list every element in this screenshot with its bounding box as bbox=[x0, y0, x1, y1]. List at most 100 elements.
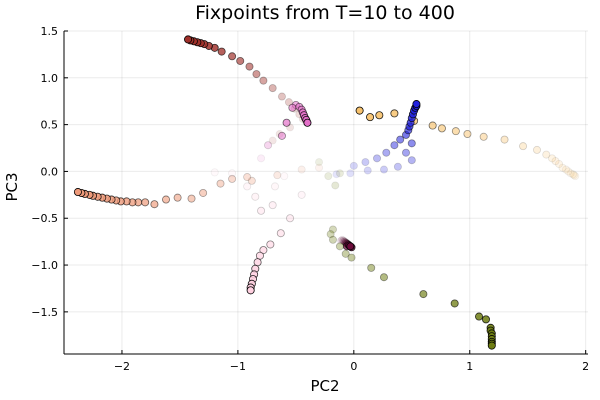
data-point bbox=[162, 195, 171, 204]
series-1 bbox=[257, 100, 312, 163]
data-point bbox=[217, 47, 226, 56]
data-point bbox=[347, 253, 356, 262]
data-point bbox=[259, 246, 268, 255]
data-point bbox=[259, 76, 268, 85]
series-4 bbox=[332, 100, 421, 179]
data-point bbox=[328, 225, 337, 234]
data-point bbox=[184, 35, 193, 44]
x-tick-label: 2 bbox=[582, 360, 589, 373]
data-point bbox=[73, 188, 82, 197]
data-point bbox=[270, 182, 279, 191]
data-point bbox=[228, 174, 237, 183]
data-point bbox=[558, 163, 567, 172]
data-point bbox=[297, 190, 306, 199]
data-point bbox=[273, 171, 282, 180]
data-point bbox=[243, 182, 252, 191]
data-point bbox=[284, 98, 293, 107]
data-point bbox=[243, 173, 252, 182]
y-tick-label: 0.0 bbox=[41, 165, 59, 178]
data-point bbox=[246, 286, 255, 295]
series-3 bbox=[355, 106, 580, 181]
data-point bbox=[276, 229, 285, 238]
y-tick-label: −1.0 bbox=[31, 259, 58, 272]
data-point bbox=[141, 198, 150, 207]
data-point bbox=[277, 131, 286, 140]
axes bbox=[63, 31, 588, 355]
data-point bbox=[288, 103, 297, 112]
data-point bbox=[173, 193, 182, 202]
data-point bbox=[571, 172, 580, 181]
data-point bbox=[390, 109, 399, 118]
data-point bbox=[407, 156, 416, 165]
data-point bbox=[328, 235, 337, 244]
data-point bbox=[379, 273, 388, 282]
y-tick-label: 0.5 bbox=[41, 119, 59, 132]
data-point bbox=[373, 154, 382, 163]
data-point bbox=[216, 179, 225, 188]
x-axis-title: PC2 bbox=[310, 377, 339, 395]
data-point bbox=[407, 139, 416, 148]
data-point bbox=[324, 172, 333, 181]
data-point bbox=[532, 145, 541, 154]
data-point bbox=[341, 249, 350, 258]
data-point bbox=[236, 56, 245, 65]
data-point bbox=[346, 242, 355, 251]
data-point bbox=[257, 206, 266, 215]
data-point bbox=[570, 171, 579, 180]
data-point bbox=[363, 166, 372, 175]
data-point bbox=[297, 165, 306, 174]
data-point bbox=[366, 113, 375, 122]
series-5 bbox=[337, 235, 356, 252]
data-point bbox=[346, 169, 355, 178]
data-point bbox=[479, 132, 488, 141]
data-point bbox=[199, 188, 208, 197]
data-point bbox=[280, 172, 289, 181]
data-point bbox=[228, 169, 237, 178]
data-point bbox=[396, 135, 405, 144]
data-point bbox=[252, 70, 261, 79]
data-point bbox=[542, 150, 551, 159]
x-tick-label: −1 bbox=[230, 360, 246, 373]
data-point bbox=[475, 312, 484, 321]
data-point bbox=[315, 163, 324, 172]
series-6 bbox=[210, 168, 306, 295]
data-point bbox=[355, 106, 364, 115]
data-point bbox=[332, 170, 341, 179]
data-point bbox=[266, 240, 275, 249]
data-point bbox=[315, 158, 324, 167]
data-point bbox=[393, 162, 402, 171]
data-point bbox=[463, 129, 472, 138]
data-point bbox=[253, 258, 262, 267]
data-point bbox=[150, 200, 159, 209]
data-point bbox=[268, 84, 277, 93]
series-7 bbox=[315, 158, 496, 350]
y-tick-label: −1.5 bbox=[31, 306, 58, 319]
data-point bbox=[335, 169, 344, 178]
data-point bbox=[428, 121, 437, 130]
data-point bbox=[331, 181, 340, 190]
data-points bbox=[73, 35, 580, 350]
data-point bbox=[375, 111, 384, 120]
data-point bbox=[268, 201, 277, 210]
data-point bbox=[412, 100, 421, 109]
series-2 bbox=[73, 163, 324, 209]
data-point bbox=[419, 290, 428, 299]
data-point bbox=[450, 299, 459, 308]
data-point bbox=[500, 135, 509, 144]
data-point bbox=[247, 176, 256, 185]
x-ticks: −2 −1 0 1 2 bbox=[114, 350, 589, 373]
data-point bbox=[382, 148, 391, 157]
x-tick-label: −2 bbox=[114, 360, 130, 373]
data-point bbox=[245, 62, 254, 71]
x-tick-label: 0 bbox=[350, 360, 357, 373]
data-point bbox=[349, 161, 358, 170]
data-point bbox=[187, 194, 196, 203]
series-0 bbox=[184, 35, 311, 145]
data-point bbox=[401, 148, 410, 157]
data-point bbox=[210, 168, 219, 177]
y-axis-title: PC3 bbox=[3, 172, 21, 201]
data-point bbox=[451, 127, 460, 136]
data-point bbox=[268, 136, 277, 145]
data-point bbox=[286, 214, 295, 223]
